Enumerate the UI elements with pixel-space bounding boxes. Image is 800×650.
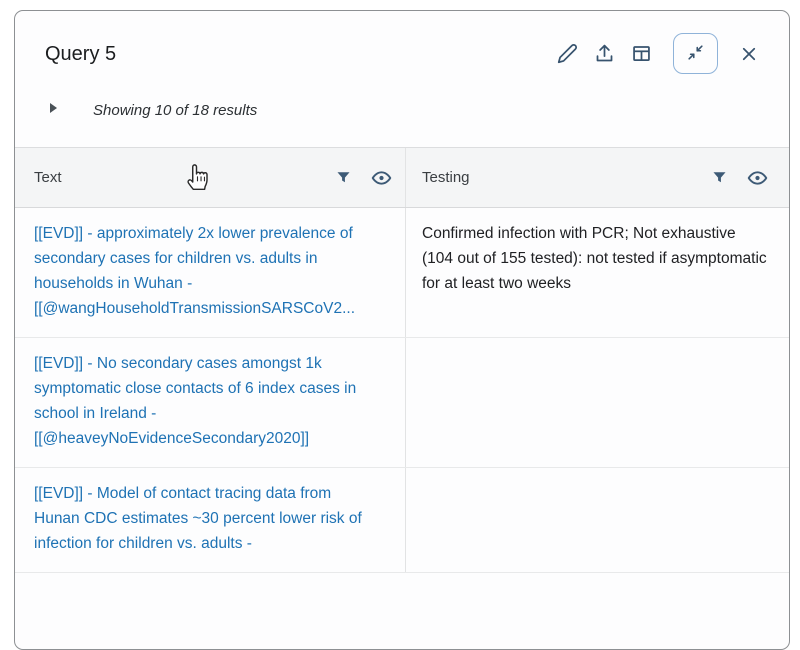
text-cell-link[interactable]: [[EVD]] - No secondary cases amongst 1k … — [15, 338, 406, 467]
collapse-icon — [686, 43, 705, 65]
visibility-eye-icon — [747, 170, 768, 186]
visibility-button[interactable] — [745, 166, 769, 190]
toolbar — [555, 33, 761, 74]
export-button[interactable] — [592, 42, 616, 66]
collapse-button[interactable] — [673, 33, 718, 74]
filter-button[interactable] — [331, 166, 355, 190]
page-title: Query 5 — [45, 42, 117, 65]
triangle-right-icon — [49, 101, 58, 119]
filter-icon — [335, 169, 352, 186]
column-label: Text — [34, 169, 62, 186]
edit-button[interactable] — [555, 42, 579, 66]
text-cell-link[interactable]: [[EVD]] - approximately 2x lower prevale… — [15, 208, 406, 337]
testing-cell[interactable]: Confirmed infection with PCR; Not exhaus… — [422, 225, 767, 292]
table-header-row: Text Testing — [15, 147, 789, 208]
filter-icon — [711, 169, 728, 186]
edit-pencil-icon — [557, 43, 578, 64]
testing-cell[interactable] — [406, 338, 789, 467]
disclosure-toggle[interactable] — [49, 103, 61, 117]
results-summary: Showing 10 of 18 results — [93, 101, 258, 119]
visibility-button[interactable] — [369, 166, 393, 190]
column-header-icons — [331, 166, 393, 190]
panel-header: Query 5 — [15, 11, 789, 74]
table-view-button[interactable] — [629, 42, 653, 66]
column-header-text: Text — [15, 148, 406, 207]
export-upload-icon — [594, 43, 615, 64]
close-icon — [740, 45, 758, 63]
testing-cell[interactable] — [406, 468, 789, 572]
close-button[interactable] — [737, 42, 761, 66]
text-cell-link[interactable]: [[EVD]] - Model of contact tracing data … — [15, 468, 406, 572]
column-header-testing: Testing — [406, 148, 789, 207]
column-label: Testing — [422, 169, 470, 186]
query-panel: Query 5 — [14, 10, 790, 650]
column-header-icons — [707, 166, 769, 190]
results-bar: Showing 10 of 18 results — [49, 100, 759, 120]
table-row: [[EVD]] - approximately 2x lower prevale… — [15, 208, 789, 338]
table-row: [[EVD]] - Model of contact tracing data … — [15, 468, 789, 573]
table-view-icon — [631, 43, 652, 64]
results-table: Text Testing — [15, 147, 789, 573]
table-row: [[EVD]] - No secondary cases amongst 1k … — [15, 338, 789, 468]
visibility-eye-icon — [371, 170, 392, 186]
filter-button[interactable] — [707, 166, 731, 190]
